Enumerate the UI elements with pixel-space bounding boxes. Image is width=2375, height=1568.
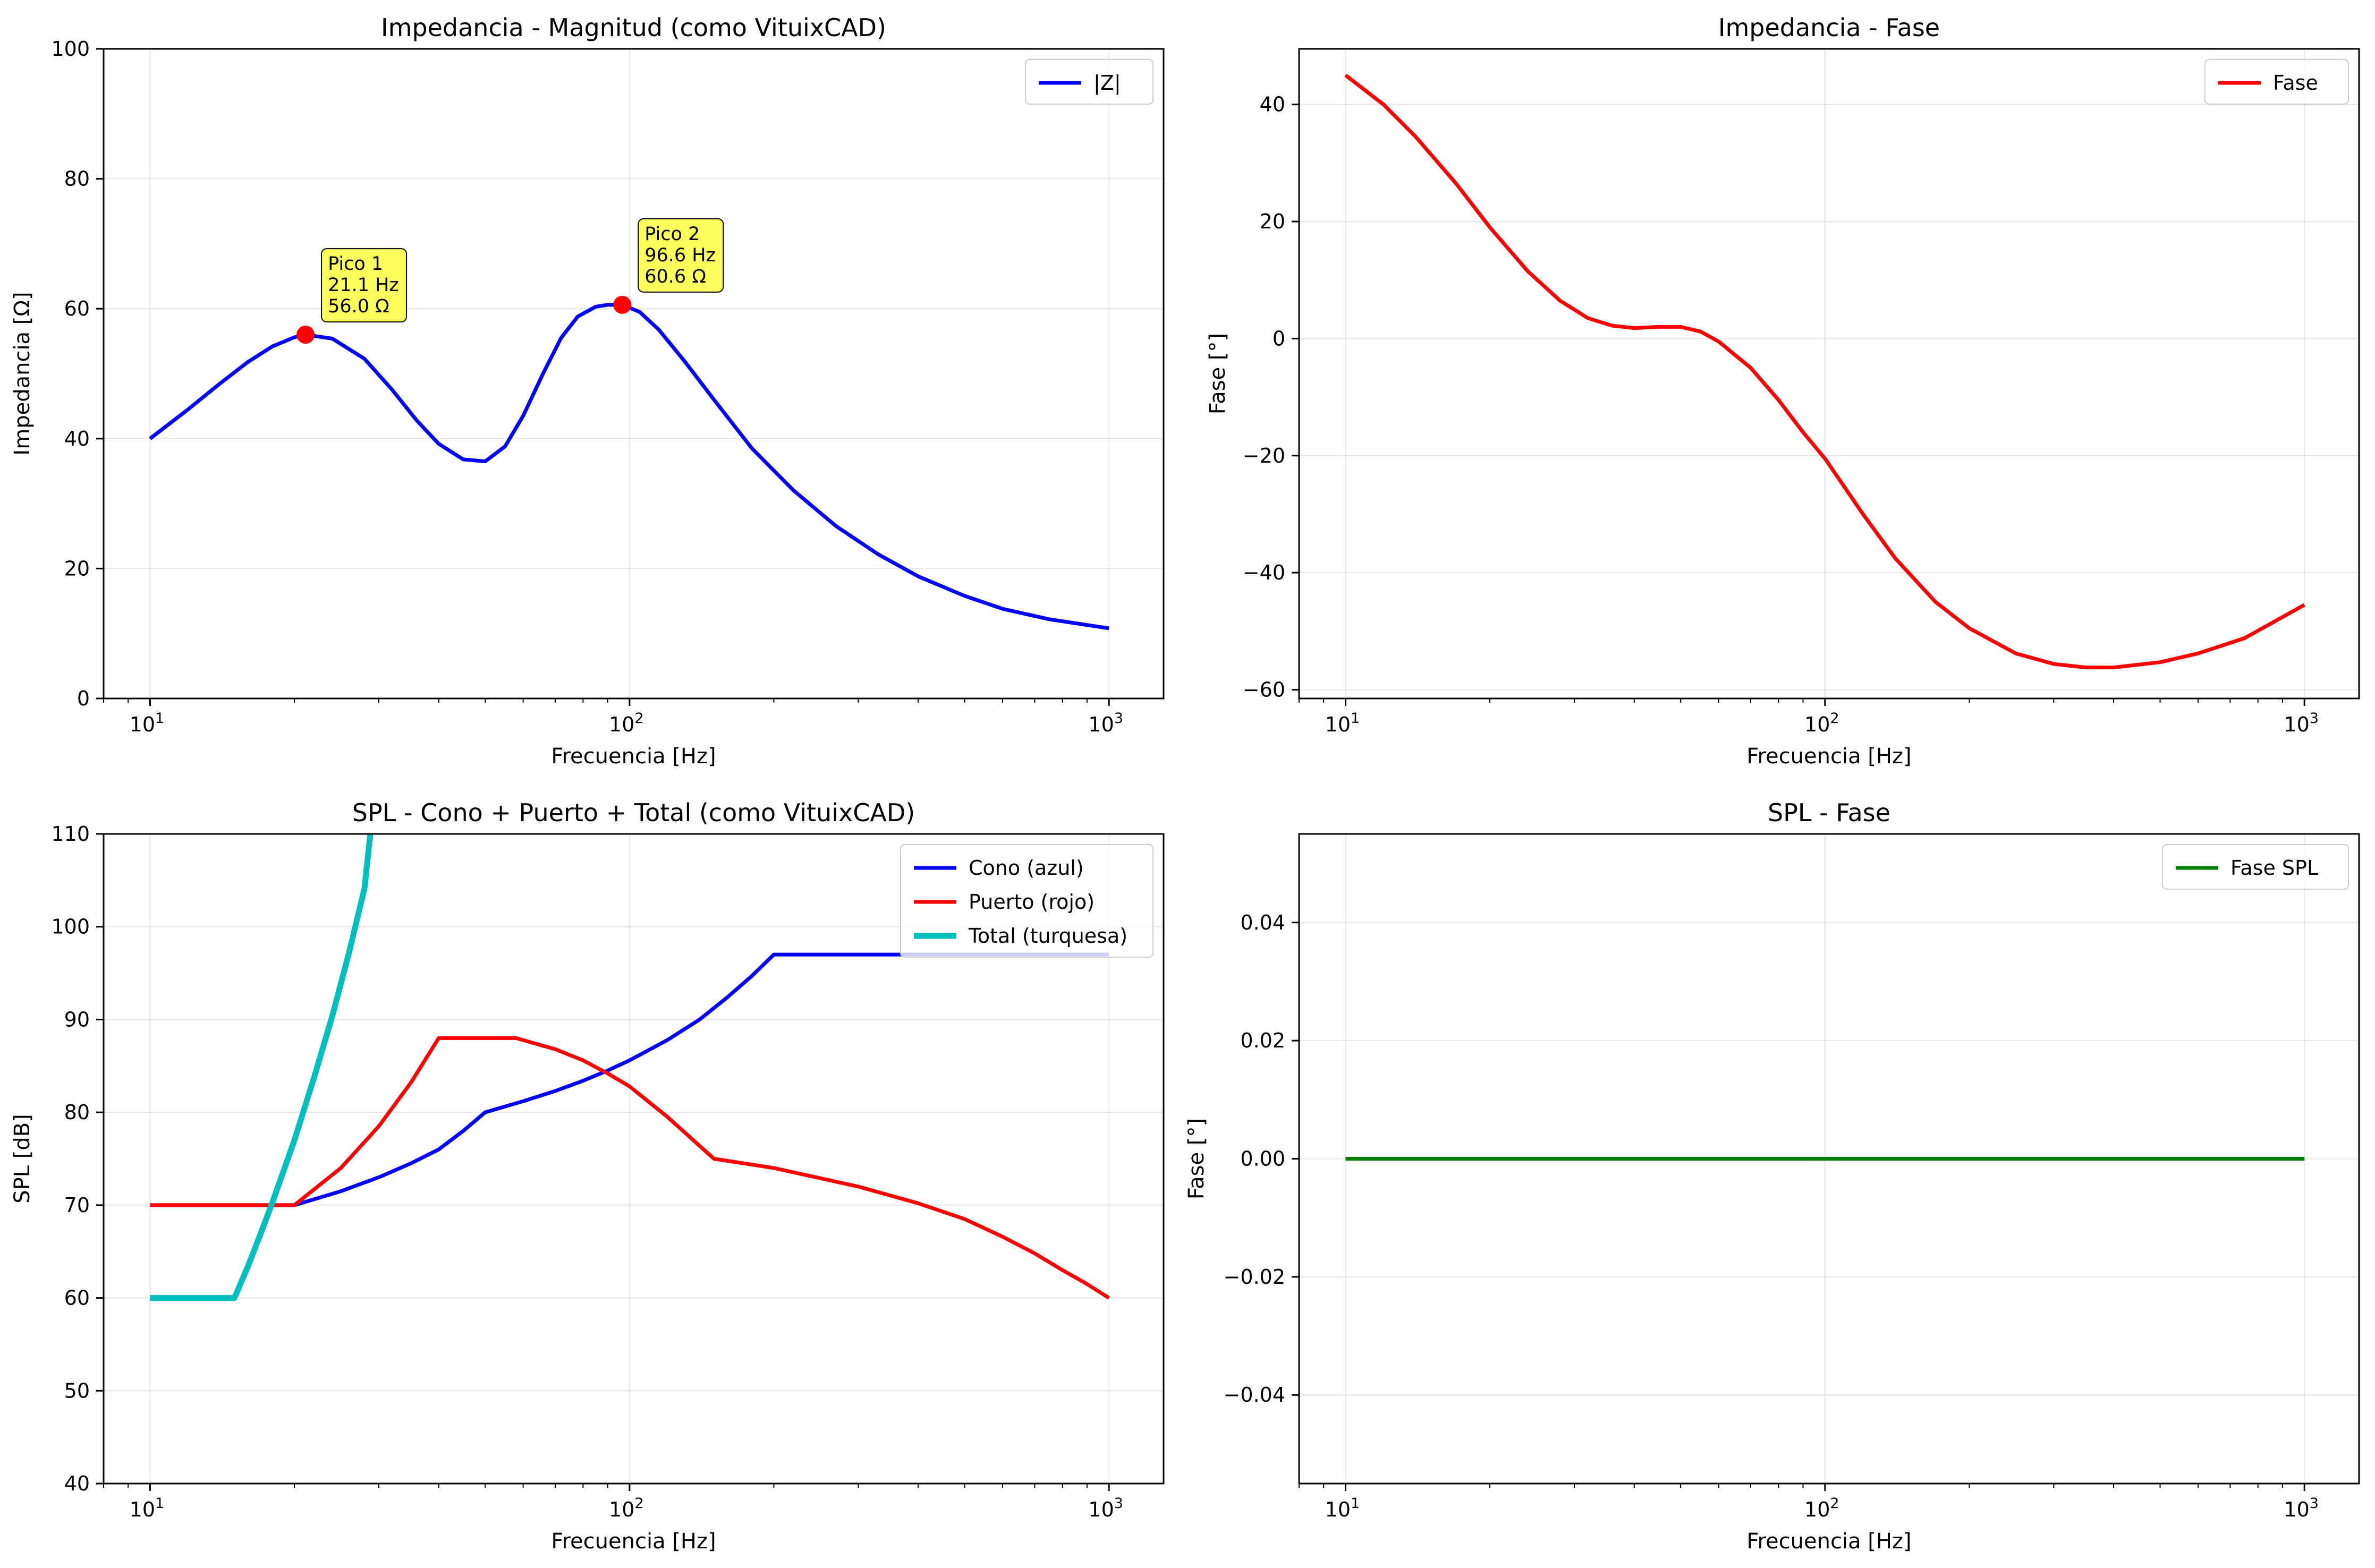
chart-0-xlabel: Frecuencia [Hz] — [551, 744, 716, 769]
chart-2-legend-label-0: Cono (azul) — [969, 856, 1084, 880]
chart-0-annotation-0-line-0: Pico 1 — [328, 253, 383, 275]
panel-impedance-phase: 101 102 103 −60 −40 −20 0 20 40 Impedancia - Fase… — [1206, 13, 2360, 769]
chart-1-ytick-label-3: 0 — [1273, 327, 1285, 350]
chart-2-ytick-label-0: 40 — [64, 1472, 90, 1495]
chart-3-legend-label-0: Fase SPL — [2230, 856, 2318, 880]
chart-2-ytick-label-7: 110 — [51, 822, 90, 846]
chart-2-series-0-line — [150, 952, 1109, 1207]
chart-1-xtick-label-0: 101 — [1325, 710, 1360, 736]
panel-spl-phase: 101 102 103 −0.04 −0.02 0.00 0.02 0.04 SPL - Fas… — [1184, 798, 2360, 1554]
chart-0-ytick-label-1: 20 — [64, 557, 90, 580]
chart-0-xtick-label-2: 103 — [1088, 710, 1123, 736]
chart-0-xtick-label-0: 101 — [130, 710, 165, 736]
chart-0-legend-label-0: |Z| — [1093, 71, 1121, 95]
chart-2-ylabel: SPL [dB] — [10, 1114, 35, 1204]
chart-1-series-0-line — [1344, 73, 2305, 670]
chart-3-ylabel: Fase [°] — [1184, 1118, 1209, 1199]
chart-3-frame — [1298, 833, 2360, 1485]
chart-3-ytick-label-2: 0.00 — [1240, 1147, 1285, 1171]
chart-3-xtick-label-1: 102 — [1804, 1495, 1839, 1521]
chart-1-ytick-label-5: 40 — [1260, 93, 1285, 116]
chart-1-xtick-label-2: 103 — [2284, 710, 2319, 736]
chart-2-ytick-label-6: 100 — [51, 915, 90, 939]
chart-0-annotation-0-line-2: 56.0 Ω — [328, 296, 389, 317]
chart-3-xtick-label-0: 101 — [1325, 1495, 1360, 1521]
chart-0-annotation-1-line-1: 96.6 Hz — [644, 245, 716, 266]
chart-2-ytick-label-4: 80 — [64, 1101, 90, 1124]
chart-3-title: SPL - Fase — [1768, 798, 1890, 827]
chart-2-xlabel: Frecuencia [Hz] — [551, 1529, 716, 1554]
chart-0-frame — [103, 48, 1165, 700]
chart-0-title: Impedancia - Magnitud (como VituixCAD) — [381, 13, 886, 42]
chart-2-ytick-label-3: 70 — [64, 1194, 90, 1217]
chart-0-xtick-label-1: 102 — [609, 710, 644, 736]
chart-1-frame — [1298, 48, 2360, 700]
chart-3-ytick-label-4: 0.04 — [1240, 911, 1285, 934]
chart-0-ytick-label-3: 60 — [64, 297, 90, 320]
chart-0-legend-box — [1025, 59, 1153, 105]
chart-2-legend-label-1: Puerto (rojo) — [969, 890, 1095, 914]
chart-0-ytick-label-0: 0 — [77, 687, 90, 710]
chart-1-xtick-label-1: 102 — [1804, 710, 1839, 736]
chart-0-annotation-1-line-0: Pico 2 — [644, 224, 700, 245]
chart-0-peak-marker-0 — [296, 326, 315, 344]
chart-2-xtick-label-1: 102 — [609, 1495, 644, 1521]
chart-3-ytick-label-3: 0.02 — [1240, 1029, 1285, 1052]
chart-3-xtick-label-2: 103 — [2284, 1495, 2319, 1521]
chart-0-ylabel: Impedancia [Ω] — [10, 292, 35, 455]
chart-1-legend-box — [2204, 59, 2349, 105]
chart-2-title: SPL - Cono + Puerto + Total (como Vituix… — [352, 798, 915, 827]
chart-2-series-2-line — [150, 834, 374, 1301]
chart-0-ytick-label-2: 40 — [64, 427, 90, 450]
chart-0-annotation-0-line-1: 21.1 Hz — [328, 275, 399, 296]
chart-0-ytick-label-4: 80 — [64, 167, 90, 191]
chart-1-ytick-label-4: 20 — [1260, 210, 1285, 233]
chart-1-ytick-label-2: −20 — [1243, 444, 1285, 467]
chart-2-ytick-label-2: 60 — [64, 1286, 90, 1310]
chart-2-legend-box — [900, 844, 1153, 958]
chart-0-annotation-box-1 — [638, 218, 724, 293]
chart-1-legend-label-0: Fase — [2273, 71, 2318, 95]
chart-1-ytick-label-1: −40 — [1243, 561, 1285, 584]
chart-3-ytick-label-1: −0.02 — [1224, 1265, 1285, 1289]
chart-1-title: Impedancia - Fase — [1718, 13, 1940, 42]
chart-0-peak-marker-1 — [613, 295, 632, 314]
chart-2-frame — [103, 833, 1165, 1485]
chart-2-legend-label-2: Total (turquesa) — [968, 924, 1127, 948]
chart-3-legend-box — [2162, 844, 2349, 890]
chart-2-xtick-label-2: 103 — [1088, 1495, 1123, 1521]
chart-1-ylabel: Fase [°] — [1206, 333, 1230, 414]
chart-3-ytick-label-0: −0.04 — [1224, 1383, 1285, 1407]
panel-spl: 101 102 103 40 50 60 70 80 90 100 110 SPL - Cono + … — [10, 798, 1165, 1554]
chart-1-xlabel: Frecuencia [Hz] — [1746, 744, 1911, 769]
chart-1-ytick-label-0: −60 — [1243, 678, 1285, 701]
chart-0-annotation-box-0 — [321, 248, 408, 323]
chart-2-ytick-label-5: 90 — [64, 1008, 90, 1031]
chart-0-annotation-1-line-2: 60.6 Ω — [644, 266, 706, 287]
chart-2-ytick-label-1: 50 — [64, 1379, 90, 1402]
chart-2-xtick-label-0: 101 — [130, 1495, 165, 1521]
chart-3-xlabel: Frecuencia [Hz] — [1746, 1529, 1911, 1554]
chart-2-series-1-line — [150, 1036, 1110, 1300]
chart-0-ytick-label-5: 100 — [51, 37, 90, 61]
